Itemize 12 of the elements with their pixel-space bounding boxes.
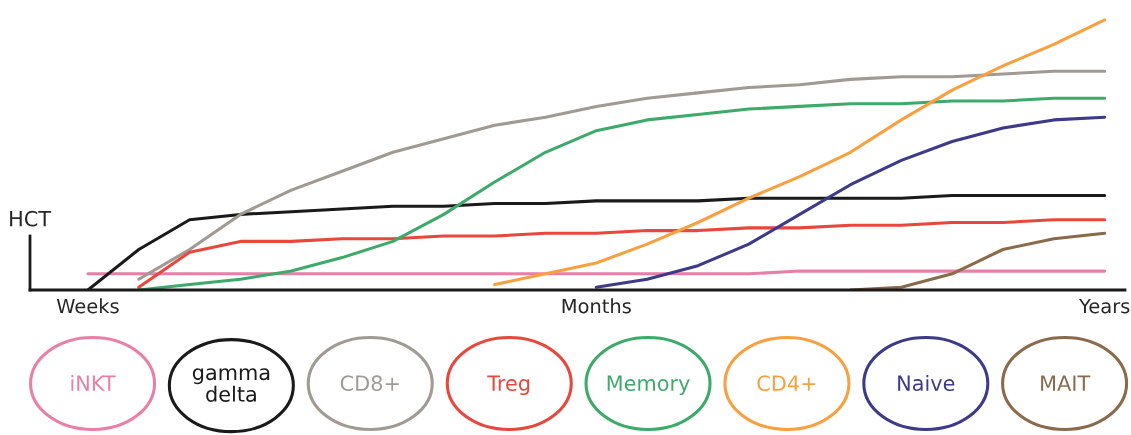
text: gamma delta xyxy=(192,368,270,402)
text: Memory xyxy=(607,375,690,396)
y-axis-title: HCT xyxy=(10,210,52,227)
text: Naive xyxy=(898,374,955,392)
text: Treg xyxy=(487,375,530,396)
text: CD8+ xyxy=(340,375,399,392)
text: MAIT xyxy=(1041,375,1091,391)
text: CD4+ xyxy=(757,375,816,392)
text: iNKT xyxy=(71,374,116,391)
x-tick-label: Weeks xyxy=(56,298,119,314)
x-tick-label: Years xyxy=(1078,298,1130,314)
x-tick-label: Months xyxy=(562,298,631,314)
